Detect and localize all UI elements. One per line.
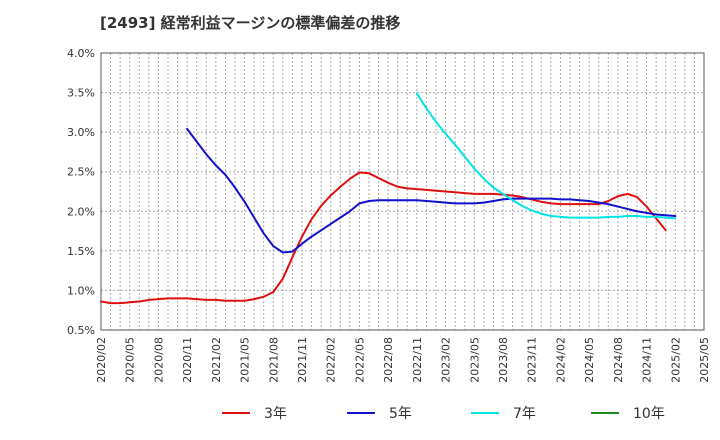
y-tick-label: 1.0% xyxy=(67,284,95,297)
x-tick-label: 2022/05 xyxy=(353,337,366,383)
y-tick-label: 2.0% xyxy=(67,205,95,218)
x-tick-label: 2024/11 xyxy=(641,337,654,383)
x-tick-label: 2021/02 xyxy=(210,337,223,383)
y-tick-label: 4.0% xyxy=(67,47,95,60)
y-tick-label: 0.5% xyxy=(67,324,95,337)
legend-label: 10年 xyxy=(633,406,665,422)
series-line-2 xyxy=(415,92,677,220)
y-axis-tick-labels: 0.5% 1.0% 1.5% 2.0% 2.5% 3.0% 3.5% 4.0% xyxy=(67,47,95,337)
series-lines xyxy=(100,92,677,305)
x-axis-tick-labels: 2020/02 2020/05 2020/08 2020/11 2021/02 2021/… xyxy=(95,337,711,383)
x-tick-label: 2020/08 xyxy=(152,337,165,383)
x-tick-label: 2020/02 xyxy=(95,337,108,383)
x-tick-label: 2022/11 xyxy=(411,337,424,383)
x-tick-label: 2021/05 xyxy=(239,337,252,383)
x-tick-label: 2025/05 xyxy=(698,337,711,383)
x-tick-label: 2023/02 xyxy=(440,337,453,383)
x-tick-label: 2024/05 xyxy=(583,337,596,383)
x-tick-label: 2024/02 xyxy=(554,337,567,383)
y-tick-label: 1.5% xyxy=(67,245,95,258)
legend: 3年 5年 7年 10年 xyxy=(222,406,665,422)
x-tick-label: 2024/08 xyxy=(612,337,625,383)
y-tick-label: 2.5% xyxy=(67,166,95,179)
x-tick-label: 2021/08 xyxy=(267,337,280,383)
plot-area xyxy=(100,52,705,331)
y-tick-label: 3.5% xyxy=(67,87,95,100)
x-tick-label: 2023/05 xyxy=(468,337,481,383)
series-line-0 xyxy=(100,171,667,305)
x-tick-label: 2025/02 xyxy=(669,337,682,383)
x-tick-label: 2021/11 xyxy=(296,337,309,383)
x-tick-label: 2023/08 xyxy=(497,337,510,383)
chart-title: [2493] 経常利益マージンの標準偏差の推移 xyxy=(100,14,401,32)
legend-label: 5年 xyxy=(389,406,412,422)
x-tick-label: 2020/05 xyxy=(124,337,137,383)
legend-label: 3年 xyxy=(264,406,287,422)
x-tick-label: 2023/11 xyxy=(526,337,539,383)
y-tick-label: 3.0% xyxy=(67,126,95,139)
x-tick-label: 2022/08 xyxy=(382,337,395,383)
series-line-1 xyxy=(186,127,677,254)
legend-label: 7年 xyxy=(513,406,536,422)
x-tick-label: 2020/11 xyxy=(181,337,194,383)
x-tick-label: 2022/02 xyxy=(325,337,338,383)
grid xyxy=(101,52,704,331)
